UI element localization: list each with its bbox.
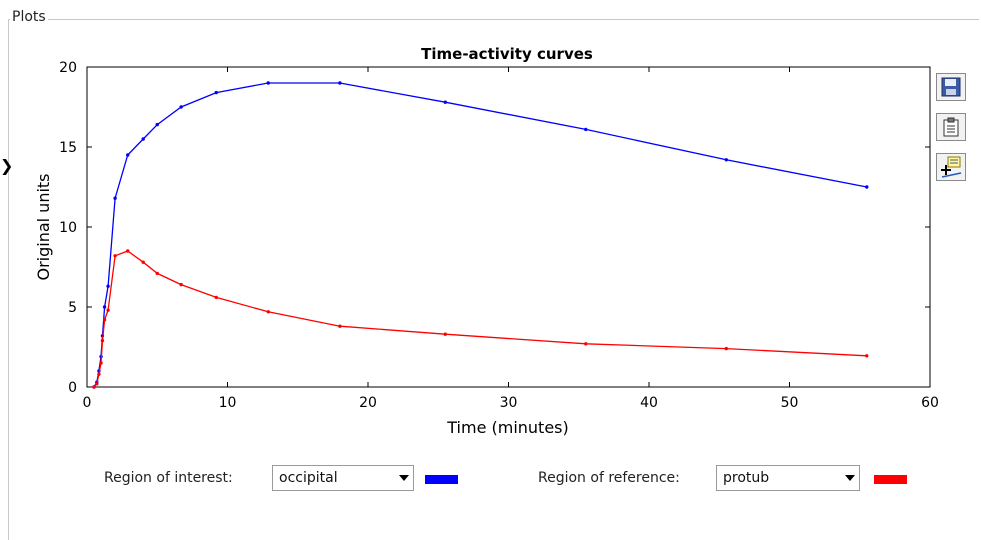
data-point: [584, 127, 588, 132]
data-point: [126, 153, 130, 157]
data-point: [155, 122, 159, 127]
save-figure-button[interactable]: [936, 73, 966, 101]
data-point: [106, 308, 110, 312]
data-point: [99, 361, 103, 365]
floppy-save-icon: [941, 77, 961, 97]
data-cursor-icon: [941, 156, 962, 178]
reference-label: Region of reference:: [538, 470, 680, 486]
x-tick-label: 40: [640, 395, 658, 411]
data-point: [141, 260, 145, 264]
data-point: [100, 338, 105, 343]
data-point: [97, 372, 101, 376]
roi-select[interactable]: occipital: [272, 465, 414, 491]
data-point: [266, 81, 270, 85]
x-tick-label: 60: [921, 395, 939, 411]
data-point: [724, 158, 728, 162]
y-tick-label: 20: [59, 60, 77, 76]
y-tick-label: 15: [59, 140, 77, 156]
data-point: [113, 196, 117, 200]
data-point: [266, 310, 270, 314]
data-point: [126, 249, 130, 253]
data-cursor-button[interactable]: [936, 153, 966, 181]
reference-color-swatch: [874, 475, 907, 484]
chevron-down-icon: [841, 475, 859, 481]
y-tick-label: 10: [59, 220, 77, 236]
data-point: [106, 284, 110, 288]
data-point: [95, 382, 99, 386]
clipboard-icon: [943, 117, 959, 137]
data-point: [584, 342, 588, 346]
reference-select[interactable]: protub: [716, 465, 860, 491]
data-point: [113, 254, 117, 258]
plots-panel: [8, 19, 979, 540]
roi-color-swatch: [425, 475, 458, 484]
roi-select-value: occipital: [279, 470, 338, 486]
data-point: [179, 282, 183, 287]
data-point: [724, 346, 728, 351]
x-tick-label: 10: [219, 395, 237, 411]
data-point: [179, 105, 183, 109]
data-point: [214, 90, 218, 95]
x-axis-label: Time (minutes): [446, 418, 569, 437]
data-point: [443, 100, 447, 104]
data-point: [865, 185, 869, 189]
data-point: [338, 324, 342, 328]
x-tick-label: 50: [781, 395, 799, 411]
chart-title: Time-activity curves: [421, 45, 593, 63]
data-point: [141, 137, 145, 141]
roi-label: Region of interest:: [104, 470, 233, 486]
time-activity-chart: Time-activity curves 0 10 20 30 40 50 60 0 5 10 15…: [34, 45, 939, 437]
x-tick-label: 0: [83, 395, 92, 411]
y-tick-label: 5: [68, 300, 77, 316]
data-point: [865, 354, 869, 358]
reference-select-value: protub: [723, 470, 770, 486]
data-point: [443, 332, 447, 336]
x-tick-label: 30: [500, 395, 518, 411]
chevron-down-icon: [395, 475, 413, 481]
chevron-right-icon: ❯: [0, 156, 14, 175]
copy-figure-button[interactable]: [936, 113, 966, 141]
x-tick-label: 20: [359, 395, 377, 411]
panel-title: Plots: [10, 8, 48, 26]
data-point: [102, 305, 107, 309]
plot-area: [86, 66, 931, 388]
data-point: [155, 271, 159, 276]
data-point: [338, 81, 342, 85]
data-point: [214, 295, 218, 300]
data-point: [102, 318, 107, 322]
y-tick-label: 0: [68, 380, 77, 396]
data-point: [92, 385, 96, 389]
y-axis-label: Original units: [34, 173, 53, 280]
